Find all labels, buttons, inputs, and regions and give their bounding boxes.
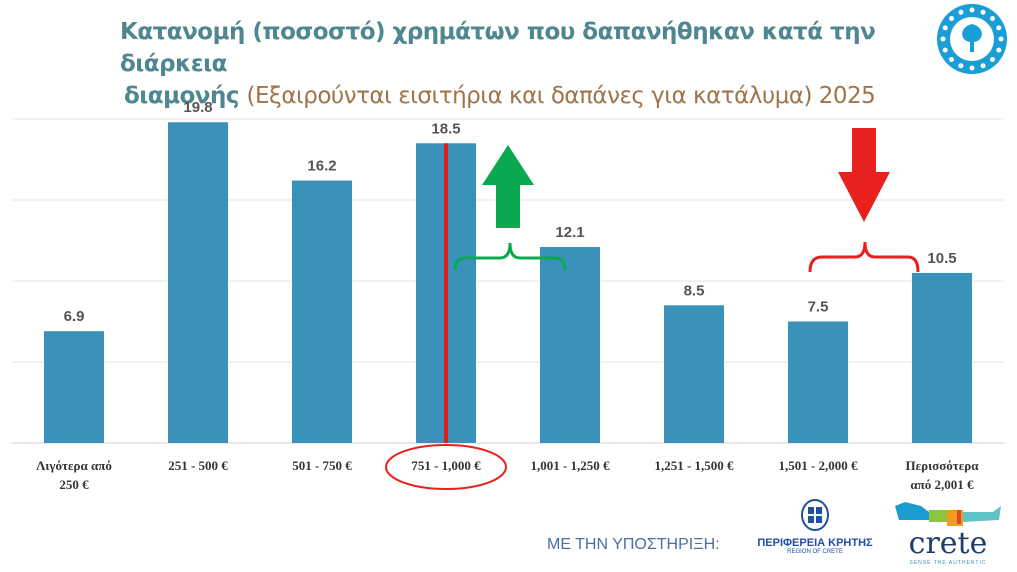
data-label: 10.5	[927, 250, 956, 267]
title-subtitle: (Εξαιρούνται εισιτήρια και δαπάνες για κ…	[246, 83, 876, 109]
x-tick-label: 1,251 - 1,500 €	[654, 458, 734, 473]
greek-coat-of-arms-icon	[801, 499, 829, 531]
star-icon	[990, 57, 996, 63]
crete-island-graphic	[895, 502, 1001, 526]
bar	[912, 272, 972, 443]
bar	[292, 180, 352, 443]
bar	[540, 246, 600, 443]
crete-brand-logo: crete SENSE THE AUTHENTIC	[893, 500, 1003, 566]
red-brace	[808, 241, 920, 273]
data-label: 12.1	[555, 224, 584, 241]
star-icon	[980, 9, 986, 15]
x-tick-label: 501 - 750 €	[292, 458, 352, 473]
crete-tagline: SENSE THE AUTHENTIC	[909, 560, 987, 566]
star-icon	[996, 25, 1002, 31]
x-tick-label: 251 - 500 €	[168, 458, 228, 473]
title-main: διαμονής	[124, 83, 247, 109]
bar	[788, 321, 848, 443]
bar	[168, 122, 228, 444]
support-label: ΜΕ ΤΗΝ ΥΠΟΣΤΗΡΙΞΗ:	[547, 536, 720, 553]
chart-title: Κατανομή (ποσοστό) χρημάτων που δαπανήθη…	[120, 16, 920, 112]
data-label: 18.5	[431, 120, 460, 137]
stars-ring	[940, 7, 1004, 71]
data-label: 6.9	[64, 308, 85, 325]
star-icon	[948, 15, 954, 21]
region-of-crete-logo: ΠΕΡΙΦΕΡΕΙΑ ΚΡΗΤΗΣ REGION OF CRETE	[755, 498, 875, 555]
x-tick-label: 1,001 - 1,250 €	[530, 458, 610, 473]
star-icon	[948, 57, 954, 63]
up-arrow-icon	[482, 145, 534, 228]
star-icon	[958, 63, 964, 69]
star-icon	[969, 7, 975, 13]
x-tick-label: 751 - 1,000 €	[411, 458, 481, 473]
star-icon	[942, 25, 948, 31]
down-arrow-icon	[838, 128, 890, 222]
crete-wordmark: crete	[908, 526, 988, 561]
star-icon	[969, 65, 975, 71]
star-icon	[990, 15, 996, 21]
highlight-ellipse	[385, 444, 507, 490]
x-tick-label: Λιγότερα από	[36, 458, 112, 473]
star-icon	[940, 36, 946, 42]
star-icon	[958, 9, 964, 15]
x-tick-label: από 2,001 €	[910, 477, 974, 492]
bar	[664, 305, 724, 443]
title-line-1: Κατανομή (ποσοστό) χρημάτων που δαπανήθη…	[120, 19, 876, 77]
x-tick-label: Περισσότερα	[905, 458, 979, 473]
bar	[44, 331, 104, 443]
data-label: 8.5	[684, 282, 705, 299]
data-label: 16.2	[307, 158, 336, 175]
title-line-2: διαμονής (Εξαιρούνται εισιτήρια και δαπά…	[120, 80, 920, 112]
data-label: 19.8	[183, 99, 212, 116]
x-tick-label: 1,501 - 2,000 €	[778, 458, 858, 473]
star-icon	[942, 47, 948, 53]
x-tick-label: 250 €	[59, 477, 89, 492]
bar-chart: 6.9 Λιγότερα από 250 € 19.8 251 - 500 € 16.2 5…	[12, 99, 1004, 492]
data-label: 7.5	[808, 299, 829, 316]
tree-emblem-logo	[937, 4, 1007, 74]
star-icon	[998, 36, 1004, 42]
star-icon	[980, 63, 986, 69]
region-name: ΠΕΡΙΦΕΡΕΙΑ ΚΡΗΤΗΣ	[757, 537, 873, 549]
star-icon	[996, 47, 1002, 53]
green-brace	[453, 242, 567, 271]
region-name-en: REGION OF CRETE	[787, 549, 843, 555]
